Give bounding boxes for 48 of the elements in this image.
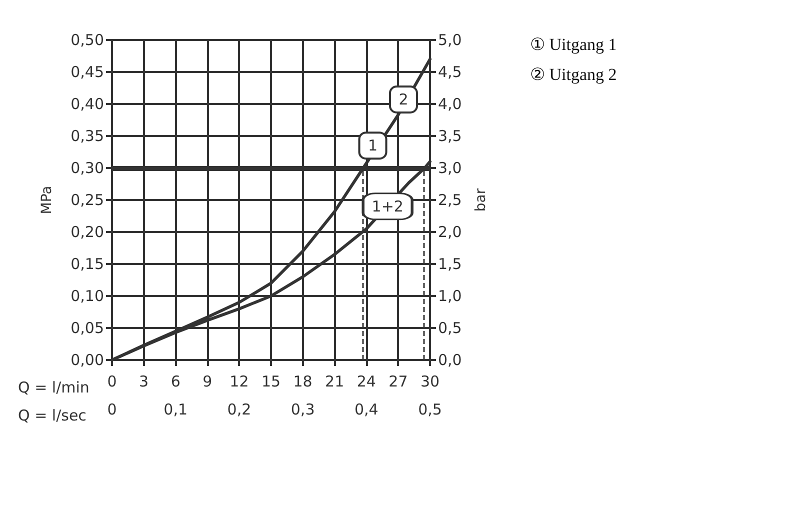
x-tick-label: 24 (356, 372, 376, 390)
y2-tick-label: 2,0 (438, 223, 462, 241)
y2-tick-label: 3,0 (438, 159, 462, 177)
y-tick-label: 0,15 (70, 255, 104, 273)
y-tick-label: 0,50 (70, 31, 104, 49)
y-tick-label: 0,10 (70, 287, 104, 305)
x2-tick-label: 0 (107, 400, 117, 418)
y-axis-title: MPa (39, 186, 55, 214)
y2-tick-label: 2,5 (438, 191, 462, 209)
y2-tick-label: 4,0 (438, 95, 462, 113)
x2-tick-label: 0,3 (290, 400, 315, 418)
x2-axis-title: Q = l/sec (18, 406, 86, 424)
x2-tick-label: 0,1 (164, 400, 188, 418)
x-tick-label: 15 (261, 372, 281, 390)
annotation: 2 (398, 90, 408, 109)
x-tick-label: 9 (202, 372, 212, 390)
x-tick-label: 3 (139, 372, 149, 390)
x-tick-label: 0 (107, 372, 117, 390)
x2-tick-label: 0,2 (227, 400, 252, 418)
y-tick-label: 0,25 (70, 191, 104, 209)
y2-tick-label: 0,5 (438, 319, 462, 337)
y2-tick-label: 4,5 (438, 63, 462, 81)
x-tick-label: 18 (293, 372, 312, 390)
x-tick-label: 21 (325, 372, 344, 390)
y-tick-label: 0,00 (70, 351, 104, 369)
x-tick-label: 6 (170, 372, 180, 390)
x-tick-label: 30 (420, 372, 440, 390)
y2-axis-title: bar (473, 188, 489, 212)
y-tick-label: 0,05 (70, 319, 104, 337)
y-tick-label: 0,40 (70, 95, 104, 113)
x-axis-title: Q = l/min (18, 378, 90, 396)
y-tick-label: 0,20 (70, 223, 104, 241)
x2-tick-label: 0,5 (418, 400, 442, 418)
x-tick-label: 27 (388, 372, 408, 390)
x-tick-label: 12 (230, 372, 249, 390)
y-tick-label: 0,45 (70, 63, 104, 81)
annotation: 1 (368, 136, 378, 155)
x2-tick-label: 0,4 (354, 400, 378, 418)
y2-tick-label: 0,0 (438, 351, 462, 369)
y2-tick-label: 3,5 (438, 127, 462, 145)
text: ① Uitgang 1 (530, 35, 617, 54)
y2-tick-label: 5,0 (438, 31, 462, 49)
text: ② Uitgang 2 (530, 65, 617, 84)
y-tick-label: 0,30 (70, 159, 104, 177)
y2-tick-label: 1,0 (438, 287, 462, 305)
y2-tick-label: 1,5 (438, 255, 462, 273)
annotation: 1+2 (372, 197, 404, 216)
y-tick-label: 0,35 (70, 127, 104, 145)
